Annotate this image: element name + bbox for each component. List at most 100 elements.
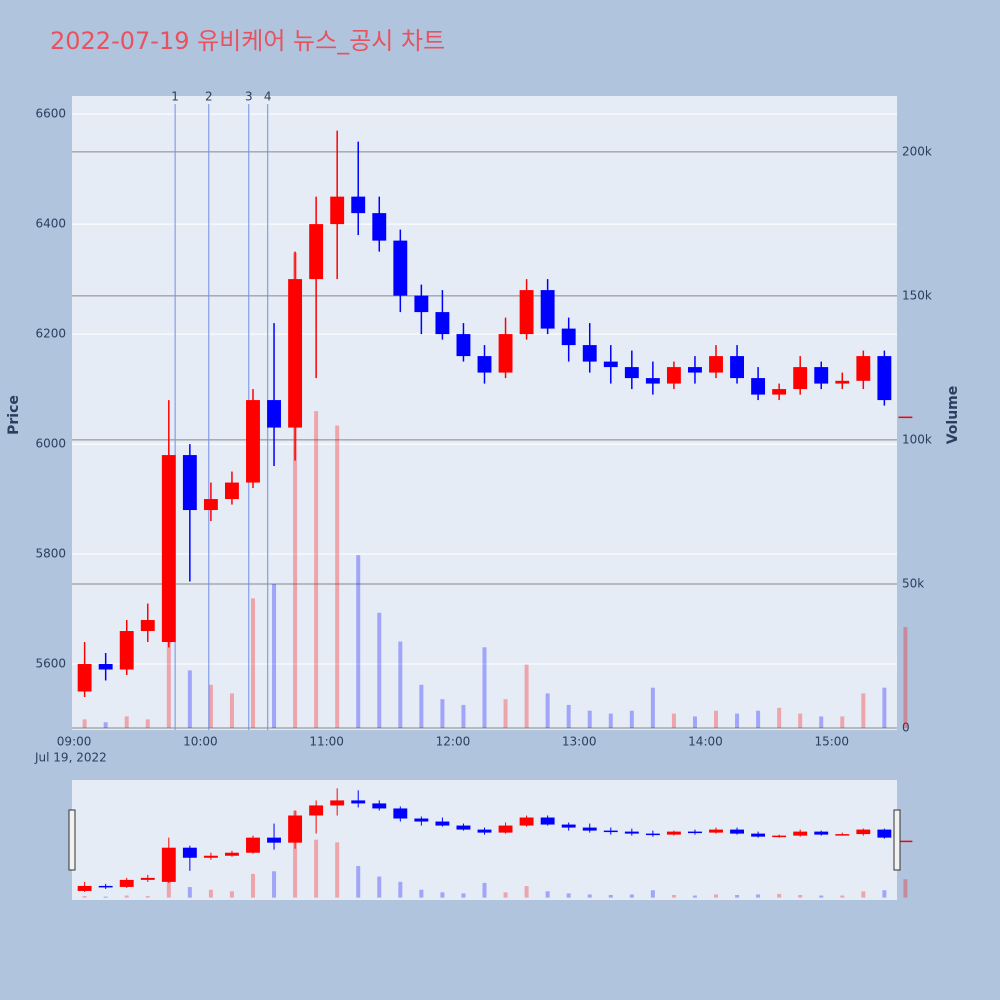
candle-body <box>267 400 281 428</box>
mini-volume-bar <box>861 891 866 898</box>
candle-body <box>309 224 324 280</box>
news-label: 2 <box>205 90 213 104</box>
mini-volume-bar <box>629 894 634 898</box>
volume-bar <box>798 713 803 728</box>
mini-volume-bar <box>650 890 655 898</box>
volume-bar <box>629 710 634 728</box>
volume-bar <box>566 704 571 728</box>
mini-candle-body <box>835 834 850 836</box>
x-date-label: Jul 19, 2022 <box>34 751 107 765</box>
candle-body <box>161 455 176 643</box>
mini-candle-body <box>267 837 281 843</box>
candle-body <box>225 482 239 500</box>
volume-bar <box>103 722 108 728</box>
x-tick-label: 11:00 <box>309 735 344 749</box>
mini-volume-bar <box>545 891 550 898</box>
mini-candle-body <box>666 831 681 835</box>
x-tick-label: 09:00 <box>57 735 92 749</box>
candle-body <box>393 240 408 296</box>
mini-volume-bar <box>735 894 740 898</box>
mini-candle-body <box>435 821 450 826</box>
news-label: 3 <box>245 90 253 104</box>
volume-bar <box>903 627 908 728</box>
y-tick-label: 6200 <box>35 327 66 341</box>
candle-body <box>140 620 155 632</box>
volume-bar <box>819 716 824 728</box>
mini-volume-bar <box>671 894 676 898</box>
mini-volume-bar <box>503 892 508 898</box>
volume-bar <box>293 252 298 728</box>
mini-candle-body <box>751 833 766 837</box>
volume-bar <box>503 699 508 728</box>
volume-bar <box>882 687 887 728</box>
y2-tick-label: 200k <box>902 144 932 158</box>
mini-candle-body <box>603 830 618 833</box>
volume-bar <box>187 670 192 728</box>
mini-candle-body <box>330 800 345 806</box>
mini-candle-body <box>246 837 260 853</box>
candle-body <box>203 499 218 511</box>
mini-candle-body <box>98 885 113 888</box>
range-handle[interactable] <box>68 809 76 871</box>
range-handle[interactable] <box>893 809 901 871</box>
candle-body <box>414 295 429 313</box>
volume-bar <box>587 710 592 728</box>
volume-bar <box>692 716 697 728</box>
candle-body <box>793 367 808 390</box>
mini-candle-body <box>119 879 134 887</box>
mini-candle-body <box>730 829 744 834</box>
mini-volume-bar <box>419 889 424 898</box>
volume-bar <box>482 647 487 728</box>
mini-candle-body <box>519 817 534 826</box>
mini-volume-bar <box>398 881 403 898</box>
mini-candle-body <box>688 831 702 834</box>
candle-body <box>645 378 660 384</box>
mini-volume-bar <box>461 893 466 898</box>
candle-body <box>666 367 681 384</box>
candle-body <box>856 356 871 381</box>
mini-volume-bar <box>882 890 887 898</box>
candle-body <box>772 389 787 395</box>
news-label: 4 <box>264 90 272 104</box>
candle-body <box>435 312 450 335</box>
mini-candle-body <box>372 803 387 809</box>
candle-body <box>119 631 134 670</box>
candle-body <box>898 416 913 419</box>
volume-bar <box>840 716 845 728</box>
volume-bar <box>377 612 382 728</box>
x-tick-label: 13:00 <box>562 735 597 749</box>
range-slider[interactable] <box>72 780 897 900</box>
candle-body <box>688 367 702 373</box>
mini-candle-body <box>624 831 639 834</box>
mini-volume-bar <box>293 810 298 898</box>
mini-candle-body <box>561 824 576 828</box>
mini-volume-bar <box>566 893 571 898</box>
mini-candle-body <box>393 808 408 819</box>
y2-tick-label: 0 <box>902 720 910 734</box>
candle-body <box>456 334 471 357</box>
y-tick-label: 5600 <box>35 657 66 671</box>
candle-body <box>877 356 892 401</box>
plot-area <box>72 96 897 730</box>
mini-candle-body <box>814 831 829 835</box>
volume-bar <box>608 713 613 728</box>
volume-bar <box>145 719 150 728</box>
mini-candle-body <box>203 855 218 858</box>
mini-candle-body <box>772 835 787 838</box>
volume-bar <box>335 425 340 728</box>
volume-bar <box>356 555 361 728</box>
volume-bar <box>208 684 213 728</box>
news-label: 1 <box>171 90 179 104</box>
mini-candle-body <box>793 831 808 836</box>
mini-candle-body <box>877 829 892 838</box>
mini-candle-body <box>140 877 155 880</box>
mini-candle-body <box>77 885 92 891</box>
y-tick-label: 5800 <box>35 547 66 561</box>
volume-bar <box>756 710 761 728</box>
mini-candle-body <box>456 825 471 830</box>
mini-candle-body <box>856 829 871 835</box>
candle-body <box>835 380 850 384</box>
mini-candle-body <box>288 815 303 843</box>
candle-body <box>624 367 639 379</box>
